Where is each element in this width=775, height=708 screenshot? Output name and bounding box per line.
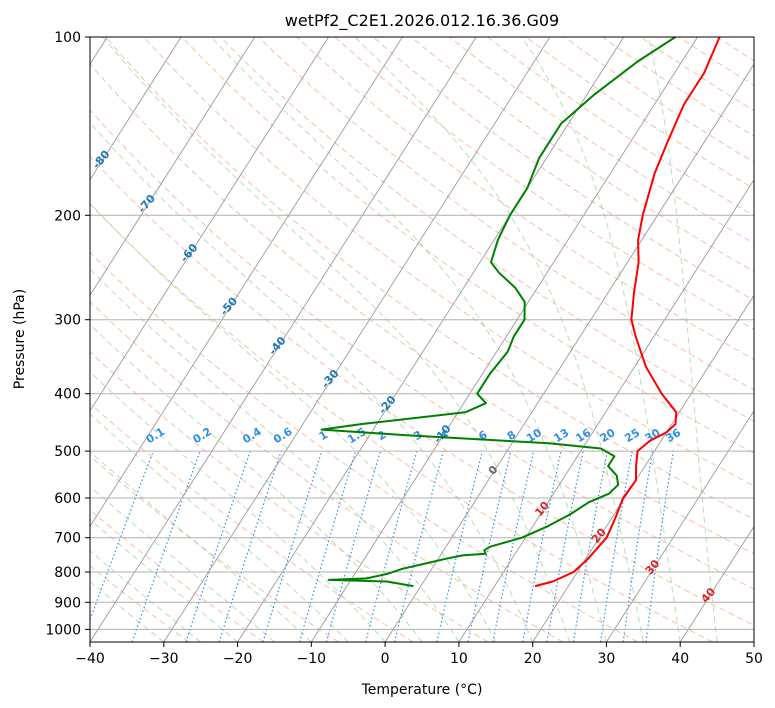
dry-adiabat — [258, 37, 754, 391]
moist-adiabat — [90, 485, 275, 642]
plot-frame — [89, 36, 755, 643]
dry-adiabat — [602, 37, 754, 137]
isotherm — [458, 178, 754, 642]
y-tick-label: 200 — [54, 208, 81, 224]
moist-adiabat — [90, 413, 349, 642]
isotherm — [90, 37, 182, 181]
moist-adiabat — [210, 37, 607, 642]
mixing-ratio-line — [90, 450, 154, 622]
mixing-ratio-line — [436, 450, 483, 642]
dry-adiabat — [219, 37, 754, 422]
sounding-traces — [320, 37, 721, 588]
x-axis-ticks: −40 −30 −20 −10 0 10 20 30 40 50 — [75, 642, 763, 667]
mixing-ratio-line — [546, 450, 584, 642]
temperature-trace — [534, 37, 721, 588]
pressure-gridlines — [90, 37, 754, 630]
dry-adiabat — [90, 402, 414, 642]
y-tick-label: 500 — [54, 444, 81, 460]
dry-adiabat — [487, 37, 754, 217]
mixing-ratio-line — [522, 450, 562, 642]
x-tick-label: −20 — [223, 651, 253, 667]
x-tick-label: 40 — [671, 651, 689, 667]
mixing-ratio-line — [131, 450, 201, 642]
y-tick-label: 700 — [54, 531, 81, 547]
dry-adiabat — [90, 63, 754, 555]
x-tick-label: 20 — [524, 651, 542, 667]
moist-adiabat — [90, 268, 460, 642]
dry-adiabat — [449, 37, 754, 244]
dry-adiabat — [334, 37, 754, 331]
dry-adiabat — [90, 203, 713, 642]
moist-adiabat — [354, 37, 644, 642]
isotherm — [384, 63, 754, 642]
y-tick-label: 800 — [54, 565, 81, 581]
mixing-ratio-line — [185, 450, 251, 642]
dewpoint-trace — [320, 37, 676, 588]
y-tick-label: 900 — [54, 595, 81, 611]
dry-adiabat — [563, 37, 754, 163]
y-tick-label: 100 — [54, 30, 81, 46]
moist-adiabat — [90, 121, 534, 642]
dry-adiabat — [105, 37, 754, 521]
moist-adiabat — [521, 37, 681, 642]
mixing-ratio-line — [365, 450, 418, 642]
y-tick-label: 300 — [54, 313, 81, 329]
isotherms — [90, 37, 754, 642]
x-tick-label: 30 — [597, 651, 615, 667]
mixing-ratio-line — [492, 450, 535, 642]
moist-adiabat — [90, 323, 423, 642]
x-axis-label: Temperature (°C) — [361, 682, 483, 698]
y-tick-label: 400 — [54, 387, 81, 403]
moist-adiabat — [647, 37, 718, 642]
isotherm — [606, 409, 754, 642]
isotherm — [237, 37, 625, 642]
dry-adiabat — [181, 37, 754, 454]
mixing-ratio-line — [467, 450, 512, 642]
isotherm — [163, 37, 551, 642]
dry-adiabat — [372, 37, 754, 301]
dry-adiabat — [90, 109, 754, 590]
isotherm — [90, 37, 256, 297]
y-axis-label: Pressure (hPa) — [12, 289, 28, 389]
x-tick-label: −40 — [75, 651, 105, 667]
isotherm — [90, 37, 403, 528]
mixing-ratio-line — [645, 451, 674, 642]
y-tick-label: 1000 — [45, 622, 81, 638]
x-tick-label: −30 — [149, 651, 179, 667]
x-tick-label: 0 — [381, 651, 390, 667]
dry-adiabat — [90, 509, 265, 642]
isotherm — [310, 37, 698, 642]
dry-adiabat — [90, 351, 489, 642]
dry-adiabat — [410, 37, 754, 273]
isotherm — [679, 525, 754, 642]
dry-adiabat — [525, 37, 754, 190]
y-axis-ticks: 1000 900 800 700 600 500 400 300 200 100 — [45, 30, 90, 638]
isotherm — [90, 37, 477, 642]
isotherm — [90, 37, 329, 412]
mixing-ratio-line — [600, 450, 633, 642]
moist-adiabat — [90, 202, 497, 642]
dry-adiabat — [90, 300, 564, 642]
y-tick-label: 600 — [54, 491, 81, 507]
x-tick-label: −10 — [297, 651, 327, 667]
chart-title: wetPf2_C2E1.2026.012.16.36.G09 — [285, 11, 559, 31]
dry-adiabat — [143, 37, 754, 487]
mixing-ratio-line — [394, 450, 444, 642]
isotherm — [532, 294, 754, 642]
x-tick-label: 10 — [450, 651, 468, 667]
moist-adiabat — [102, 37, 571, 642]
x-tick-label: 50 — [745, 651, 763, 667]
